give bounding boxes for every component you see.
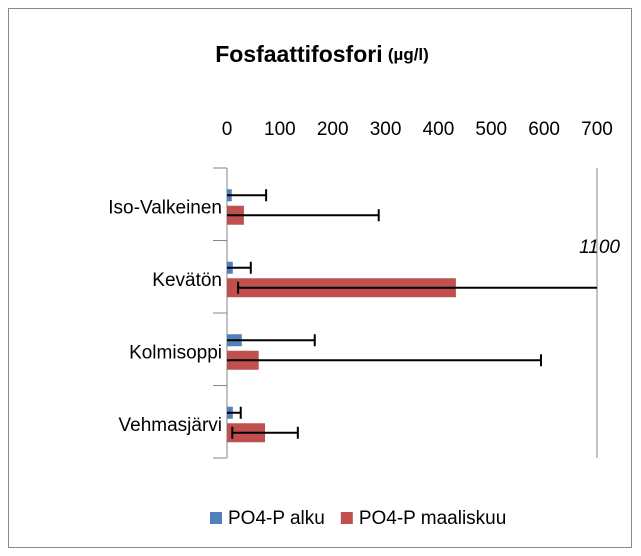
y-tick-label: Iso-Valkeinen [108, 197, 222, 218]
error-bar [227, 209, 380, 222]
chart-border [8, 8, 632, 548]
x-tick-label: 700 [581, 119, 613, 140]
x-tick-label: 400 [423, 119, 455, 140]
error-bar [237, 281, 597, 294]
x-tick-label: 500 [475, 119, 507, 140]
chart-title: Fosfaattifosfori (µg/l) [215, 41, 429, 67]
title-text: Fosfaattifosfori [215, 41, 382, 67]
legend-label: PO4-P maaliskuu [359, 508, 507, 529]
error-bar [231, 426, 299, 439]
x-tick-label: 200 [317, 119, 349, 140]
x-tick-label: 300 [370, 119, 402, 140]
y-tick-label: Kevätön [152, 270, 222, 291]
error-bar [227, 334, 316, 347]
x-tick-label: 100 [264, 119, 296, 140]
y-tick-label: Vehmasjärvi [119, 415, 223, 436]
title-unit: (µg/l) [388, 45, 429, 64]
error-bar [227, 189, 268, 202]
error-bar [227, 261, 252, 274]
error-bar [227, 354, 542, 367]
annotation: 1100 [579, 237, 620, 258]
error-bar [227, 406, 242, 419]
x-tick-label: 600 [528, 119, 560, 140]
y-tick-label: Kolmisoppi [129, 342, 222, 363]
legend-swatch [210, 512, 222, 524]
legend-swatch [340, 512, 353, 524]
legend-label: PO4-P alku [228, 508, 325, 529]
x-tick-label: 0 [222, 119, 233, 140]
